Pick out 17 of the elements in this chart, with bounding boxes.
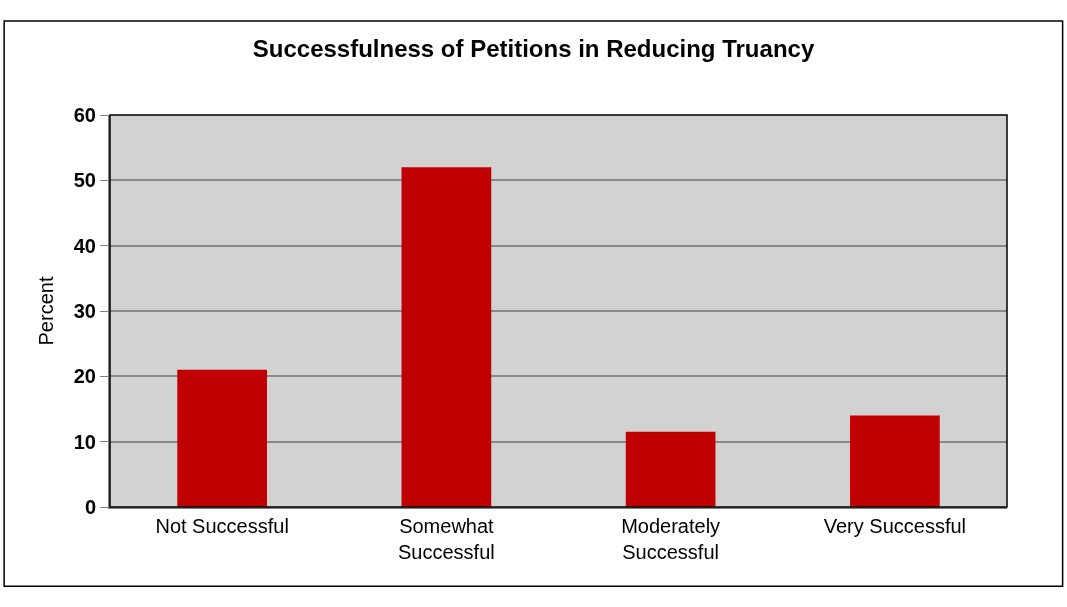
y-tick-label: 30	[73, 300, 96, 322]
y-tick-label: 20	[73, 365, 96, 388]
y-tick-label: 40	[73, 234, 96, 257]
x-tick-label: Not Successful	[155, 515, 289, 537]
bar	[850, 415, 940, 507]
y-tick-label: 10	[73, 430, 96, 453]
chart-title: Successfulness of Petitions in Reducing Truancy	[252, 34, 815, 62]
bar	[177, 369, 267, 507]
x-tick-label: Moderately Successful	[621, 515, 721, 563]
y-axis-title: Percent	[34, 276, 57, 346]
bar	[401, 167, 492, 507]
y-tick-label: 60	[73, 104, 96, 126]
bar	[625, 431, 716, 507]
y-tick-label: 50	[73, 169, 96, 192]
x-tick-label: Very Successful	[823, 515, 967, 537]
x-tick-label: Somewhat Successful	[398, 515, 495, 563]
y-tick-label: 0	[84, 496, 96, 518]
